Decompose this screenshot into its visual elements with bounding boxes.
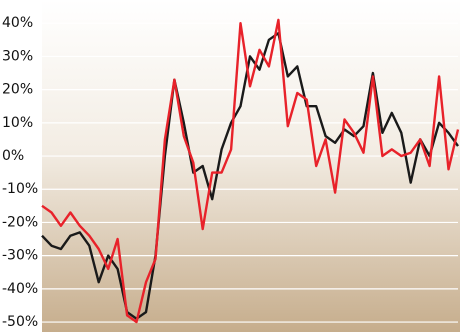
y-tick-label: -10%	[2, 181, 38, 197]
y-tick-label: -40%	[2, 281, 38, 297]
y-tick-label: 10%	[2, 115, 33, 131]
y-tick-label: 40%	[2, 15, 33, 31]
y-tick-label: -20%	[2, 214, 38, 230]
y-tick-label: 20%	[2, 82, 33, 98]
y-tick-label: -30%	[2, 248, 38, 264]
y-tick-label: 30%	[2, 48, 33, 64]
plot-background	[42, 0, 460, 332]
y-tick-label: 0%	[2, 148, 24, 164]
series-line	[41, 18, 460, 324]
y-tick-label: -50%	[2, 314, 38, 330]
